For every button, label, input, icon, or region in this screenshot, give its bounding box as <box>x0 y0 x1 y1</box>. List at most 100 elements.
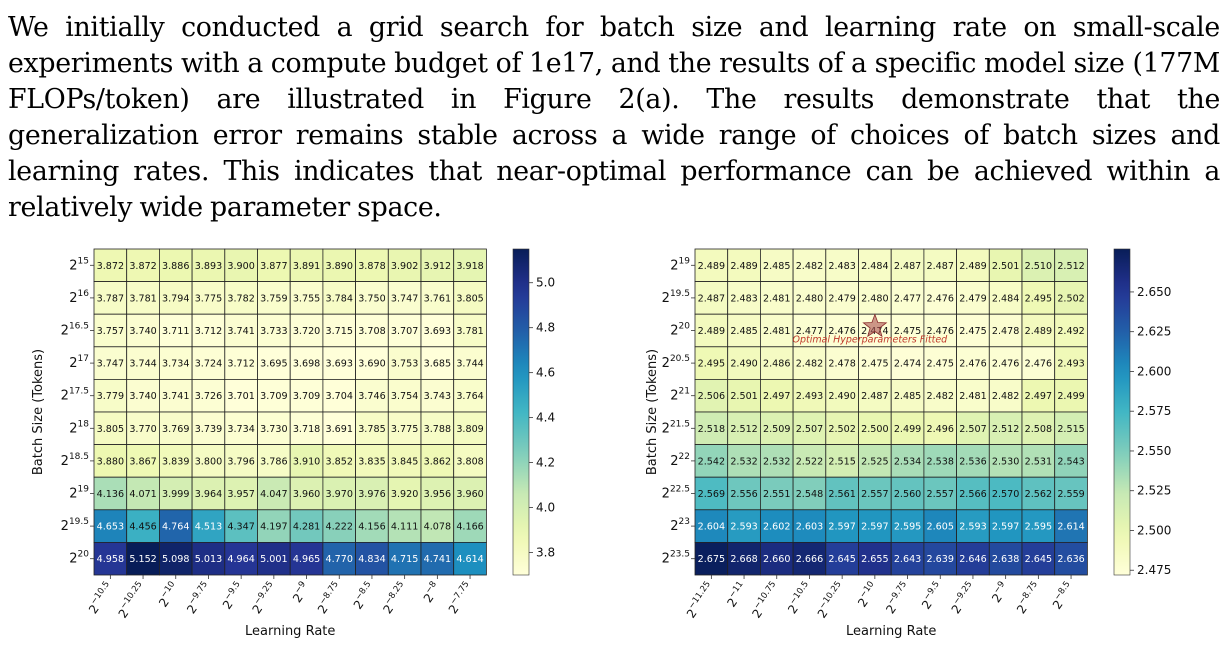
cell-value-label: 3.712 <box>227 359 254 370</box>
cell-value-label: 2.639 <box>927 554 954 565</box>
cell-value-label: 2.543 <box>1057 456 1084 467</box>
cell-value-label: 2.512 <box>992 424 1019 435</box>
heatmap-cell <box>956 509 990 543</box>
cell-value-label: 2.531 <box>1025 456 1052 467</box>
cell-value-label: 4.111 <box>391 522 418 533</box>
cell-value-label: 2.506 <box>698 391 725 402</box>
cell-value-label: 2.557 <box>861 489 888 500</box>
cell-value-label: 3.960 <box>456 489 483 500</box>
y-tick-label: 215 <box>69 256 89 273</box>
heatmap-cell <box>727 248 761 282</box>
cell-value-label: 2.502 <box>828 424 855 435</box>
cell-value-label: 3.691 <box>326 424 353 435</box>
cell-value-label: 3.708 <box>358 326 385 337</box>
cell-value-label: 4.347 <box>227 522 254 533</box>
y-tick-label: 218.5 <box>61 452 89 469</box>
heatmap-cell <box>224 476 258 511</box>
cell-value-label: 3.809 <box>456 424 483 435</box>
cell-value-label: 3.794 <box>162 293 189 304</box>
cell-value-label: 2.490 <box>730 359 757 370</box>
cell-value-label: 2.560 <box>894 489 921 500</box>
cell-value-label: 4.741 <box>424 554 451 565</box>
heatmap-cell <box>289 444 324 478</box>
heatmap-cell <box>158 476 193 511</box>
cell-value-label: 2.559 <box>1057 489 1084 500</box>
cell-value-label: 4.456 <box>129 522 156 533</box>
heatmap-cell <box>224 281 258 315</box>
cell-value-label: 2.482 <box>927 391 954 402</box>
colorbar <box>1113 248 1131 576</box>
cell-value-label: 3.734 <box>227 424 254 435</box>
cell-value-label: 2.486 <box>763 359 790 370</box>
x-tick-label: 2−11 <box>723 580 751 610</box>
cell-value-label: 2.487 <box>698 293 725 304</box>
x-tick-label: 2−9 <box>987 580 1012 606</box>
heatmap-cell <box>923 346 957 380</box>
cell-value-label: 2.480 <box>796 293 823 304</box>
cell-value-label: 2.485 <box>730 326 757 337</box>
cell-value-label: 2.645 <box>1025 554 1052 565</box>
heatmap-cell <box>923 411 957 445</box>
cell-value-label: 3.743 <box>424 391 451 402</box>
heatmap-cell <box>956 346 990 380</box>
x-tick-label: 2−7.75 <box>444 580 476 617</box>
y-axis-label: Batch Size (Tokens) <box>31 349 46 475</box>
cell-value-label: 4.513 <box>195 522 222 533</box>
heatmap-cell <box>126 378 160 413</box>
cell-value-label: 4.136 <box>97 489 124 500</box>
cell-value-label: 3.769 <box>162 424 189 435</box>
cell-value-label: 3.740 <box>129 391 156 402</box>
cell-value-label: 2.489 <box>698 261 725 272</box>
heatmap-cell <box>257 411 291 445</box>
cell-value-label: 3.839 <box>162 456 189 467</box>
cell-value-label: 2.595 <box>1025 522 1052 533</box>
cell-value-label: 3.759 <box>260 293 287 304</box>
heatmap-cell <box>890 541 925 576</box>
cell-value-label: 2.479 <box>828 293 855 304</box>
cell-value-label: 3.730 <box>260 424 287 435</box>
heatmap-cell <box>694 313 729 348</box>
cell-value-label: 3.709 <box>260 391 287 402</box>
cell-value-label: 2.496 <box>927 424 954 435</box>
cell-value-label: 3.805 <box>97 424 124 435</box>
cell-value-label: 2.603 <box>796 522 823 533</box>
heatmap-cell <box>191 476 226 511</box>
heatmap-cell <box>453 509 487 543</box>
heatmap-cell <box>453 411 487 445</box>
heatmap-cell <box>257 248 291 282</box>
x-tick-label: 2−11.25 <box>682 580 718 621</box>
heatmap-cell <box>387 541 422 576</box>
cell-value-label: 2.495 <box>698 359 725 370</box>
cell-value-label: 2.515 <box>828 456 855 467</box>
heatmap-cell <box>420 444 455 478</box>
y-tick-label: 223.5 <box>662 550 690 567</box>
cell-value-label: 3.956 <box>424 489 451 500</box>
cell-value-label: 2.480 <box>861 293 888 304</box>
heatmap-cell <box>825 541 859 576</box>
cell-value-label: 2.655 <box>861 554 888 565</box>
cell-value-label: 2.489 <box>1025 326 1052 337</box>
heatmap-cell <box>387 411 422 445</box>
cell-value-label: 3.781 <box>129 293 156 304</box>
heatmap-cell <box>923 281 957 315</box>
x-tick-label: 2−8.25 <box>379 580 411 617</box>
cell-value-label: 2.570 <box>992 489 1019 500</box>
cell-value-label: 4.653 <box>97 522 124 533</box>
cell-value-label: 2.532 <box>763 456 790 467</box>
y-axis-label: Batch Size (Tokens) <box>645 349 660 475</box>
heatmap-cell <box>191 509 226 543</box>
heatmap-cell <box>988 509 1023 543</box>
colorbar <box>512 248 530 576</box>
cell-value-label: 2.487 <box>927 261 954 272</box>
heatmap-cell <box>956 444 990 478</box>
heatmap-cell <box>1054 476 1088 511</box>
cell-value-label: 2.668 <box>730 554 757 565</box>
heatmap-cell <box>289 313 324 348</box>
heatmap-cell <box>191 411 226 445</box>
y-tick-label: 219 <box>670 256 690 273</box>
heatmap-cell <box>158 509 193 543</box>
colorbar-tick-label: 5.0 <box>536 276 555 290</box>
heatmap-cell <box>191 346 226 380</box>
heatmap-cell <box>322 248 356 282</box>
heatmap-cell <box>1021 411 1056 445</box>
